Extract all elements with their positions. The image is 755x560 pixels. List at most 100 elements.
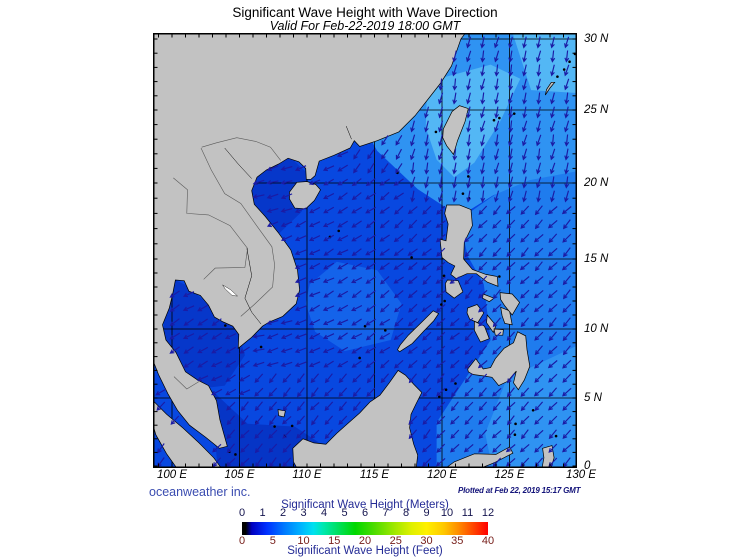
wave-arrow bbox=[507, 190, 514, 203]
wave-arrow bbox=[522, 162, 527, 175]
wave-arrow bbox=[351, 178, 362, 187]
wave-arrow bbox=[310, 429, 320, 439]
colorbar-meters-tick: 2 bbox=[279, 507, 287, 519]
land-borneo bbox=[292, 369, 423, 468]
wave-arrow bbox=[310, 373, 320, 384]
wave-arrow bbox=[421, 346, 432, 355]
wave-arrow bbox=[548, 401, 558, 411]
wave-arrow bbox=[351, 206, 362, 214]
land-sumatra bbox=[153, 400, 222, 468]
wave-arrow bbox=[410, 162, 416, 175]
wave-arrow bbox=[534, 401, 544, 411]
wave-arrow bbox=[351, 220, 362, 228]
wave-arrow bbox=[522, 78, 527, 91]
wave-arrow bbox=[322, 221, 335, 228]
wave-arrow bbox=[550, 36, 555, 49]
wave-arrow bbox=[436, 261, 446, 271]
wave-arrow bbox=[508, 120, 514, 133]
wave-arrow bbox=[436, 205, 446, 215]
wave-arrow bbox=[561, 261, 572, 271]
wave-arrow bbox=[522, 50, 527, 63]
wave-arrow bbox=[464, 359, 474, 369]
land-palawan bbox=[397, 310, 440, 353]
wave-arrow bbox=[338, 415, 348, 425]
wave-arrow bbox=[309, 262, 321, 270]
wave-arrow bbox=[322, 165, 335, 172]
wave-arrow bbox=[380, 191, 390, 201]
wave-arrow bbox=[308, 221, 321, 228]
wave-arrow bbox=[294, 291, 307, 298]
wave-arrow bbox=[324, 429, 333, 440]
wave-arrow bbox=[438, 162, 443, 175]
wave-arrow bbox=[280, 347, 293, 354]
wave-arrow bbox=[438, 78, 444, 91]
wave-arrow bbox=[366, 373, 375, 384]
wave-arrow bbox=[466, 190, 472, 203]
wave-arrow bbox=[452, 148, 458, 161]
wave-arrow bbox=[183, 346, 194, 354]
wave-arrow bbox=[294, 263, 307, 270]
wave-arrow bbox=[436, 443, 446, 453]
wave-arrow bbox=[422, 387, 432, 397]
colorbar-meters-tick: 4 bbox=[320, 507, 328, 519]
wave-arrow bbox=[466, 162, 472, 175]
wave-arrow bbox=[508, 148, 513, 161]
wave-arrow bbox=[266, 347, 279, 354]
islet bbox=[259, 345, 263, 349]
wave-arrow bbox=[466, 106, 471, 119]
wave-arrow bbox=[294, 333, 307, 340]
wave-arrow bbox=[338, 373, 347, 384]
wave-arrow bbox=[280, 333, 293, 340]
wave-arrow bbox=[252, 347, 265, 353]
wave-arrow bbox=[548, 345, 558, 355]
wave-arrow bbox=[561, 206, 572, 215]
wave-arrow bbox=[494, 78, 500, 91]
wave-arrow bbox=[505, 444, 516, 453]
wave-arrow bbox=[365, 360, 376, 369]
wave-arrow bbox=[451, 387, 459, 398]
wave-arrow bbox=[438, 92, 444, 105]
wave-arrow bbox=[421, 233, 432, 243]
wave-arrow bbox=[536, 176, 542, 189]
wave-arrow bbox=[564, 120, 570, 133]
wave-arrow bbox=[550, 176, 556, 189]
wave-arrow bbox=[562, 275, 571, 286]
wave-arrow bbox=[562, 401, 572, 411]
wave-arrow bbox=[464, 401, 474, 411]
wave-arrow bbox=[421, 248, 432, 256]
wave-arrow bbox=[211, 332, 222, 340]
wave-arrow bbox=[478, 261, 488, 271]
wave-arrow bbox=[564, 176, 570, 189]
wave-arrow bbox=[322, 333, 335, 340]
colorbar-meters-tick: 6 bbox=[361, 507, 369, 519]
wave-arrow bbox=[536, 120, 541, 133]
lon-label: 100 E bbox=[156, 469, 188, 481]
wave-arrow bbox=[562, 429, 572, 439]
wave-arrow bbox=[323, 234, 335, 242]
islet bbox=[492, 118, 496, 122]
wave-arrow bbox=[480, 78, 486, 91]
wave-arrow bbox=[394, 219, 404, 229]
wave-arrow bbox=[379, 248, 390, 256]
wave-arrow bbox=[452, 92, 458, 105]
river bbox=[244, 248, 262, 325]
wave-arrow bbox=[311, 415, 319, 426]
wave-arrow bbox=[522, 106, 528, 119]
wave-arrow bbox=[323, 262, 335, 270]
wave-arrow bbox=[409, 148, 416, 161]
wave-arrow bbox=[492, 415, 502, 425]
wave-arrow bbox=[480, 134, 485, 147]
wave-arrow bbox=[308, 277, 321, 284]
page-title: Significant Wave Height with Wave Direct… bbox=[232, 5, 498, 20]
wave-arrow bbox=[494, 64, 500, 77]
wave-arrow bbox=[480, 148, 486, 161]
wave-arrow bbox=[308, 291, 321, 298]
wave-arrow bbox=[336, 249, 349, 256]
wave-arrow bbox=[494, 92, 499, 105]
wave-arrow bbox=[379, 219, 390, 229]
wave-arrow bbox=[492, 205, 501, 216]
wave-arrow bbox=[494, 120, 500, 133]
wave-arrow bbox=[520, 303, 530, 313]
wave-arrow bbox=[533, 233, 544, 243]
